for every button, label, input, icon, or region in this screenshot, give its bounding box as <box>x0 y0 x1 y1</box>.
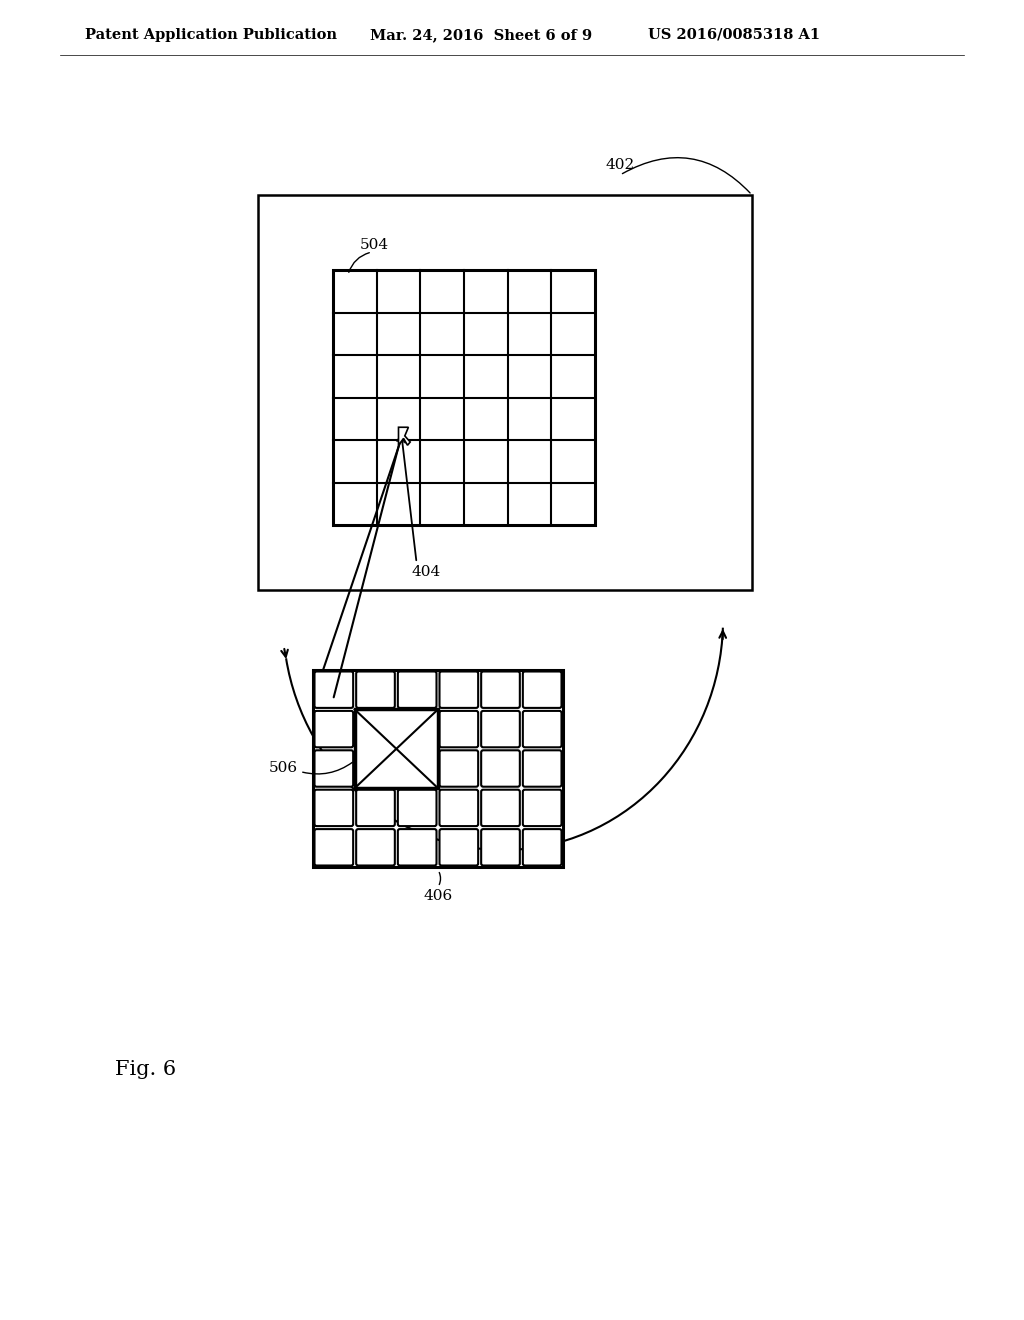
Polygon shape <box>398 428 411 445</box>
Bar <box>333 271 595 525</box>
FancyBboxPatch shape <box>356 750 395 787</box>
Bar <box>258 195 752 590</box>
FancyBboxPatch shape <box>481 829 520 866</box>
FancyBboxPatch shape <box>523 829 561 866</box>
Text: Fig. 6: Fig. 6 <box>115 1060 176 1078</box>
Text: US 2016/0085318 A1: US 2016/0085318 A1 <box>648 28 820 42</box>
FancyBboxPatch shape <box>523 789 561 826</box>
FancyBboxPatch shape <box>439 672 478 708</box>
FancyBboxPatch shape <box>398 789 436 826</box>
Text: 506: 506 <box>269 762 298 776</box>
FancyBboxPatch shape <box>523 711 561 747</box>
FancyBboxPatch shape <box>481 789 520 826</box>
FancyBboxPatch shape <box>439 829 478 866</box>
FancyBboxPatch shape <box>314 672 353 708</box>
Text: Patent Application Publication: Patent Application Publication <box>85 28 337 42</box>
FancyBboxPatch shape <box>398 711 436 747</box>
FancyBboxPatch shape <box>439 750 478 787</box>
Bar <box>313 671 563 867</box>
Bar <box>354 709 438 788</box>
FancyBboxPatch shape <box>356 829 395 866</box>
FancyBboxPatch shape <box>314 789 353 826</box>
FancyBboxPatch shape <box>439 711 478 747</box>
FancyBboxPatch shape <box>314 750 353 787</box>
FancyBboxPatch shape <box>523 672 561 708</box>
FancyBboxPatch shape <box>481 711 520 747</box>
FancyBboxPatch shape <box>481 750 520 787</box>
FancyBboxPatch shape <box>314 829 353 866</box>
FancyBboxPatch shape <box>314 711 353 747</box>
FancyBboxPatch shape <box>439 789 478 826</box>
FancyBboxPatch shape <box>356 672 395 708</box>
FancyBboxPatch shape <box>398 750 436 787</box>
Text: 406: 406 <box>423 888 453 903</box>
Text: 402: 402 <box>605 158 634 172</box>
Text: 504: 504 <box>360 238 389 252</box>
FancyBboxPatch shape <box>356 789 395 826</box>
FancyBboxPatch shape <box>398 829 436 866</box>
FancyBboxPatch shape <box>398 672 436 708</box>
Text: 404: 404 <box>412 565 441 579</box>
Text: Mar. 24, 2016  Sheet 6 of 9: Mar. 24, 2016 Sheet 6 of 9 <box>370 28 592 42</box>
FancyBboxPatch shape <box>356 711 395 747</box>
FancyBboxPatch shape <box>481 672 520 708</box>
FancyBboxPatch shape <box>523 750 561 787</box>
